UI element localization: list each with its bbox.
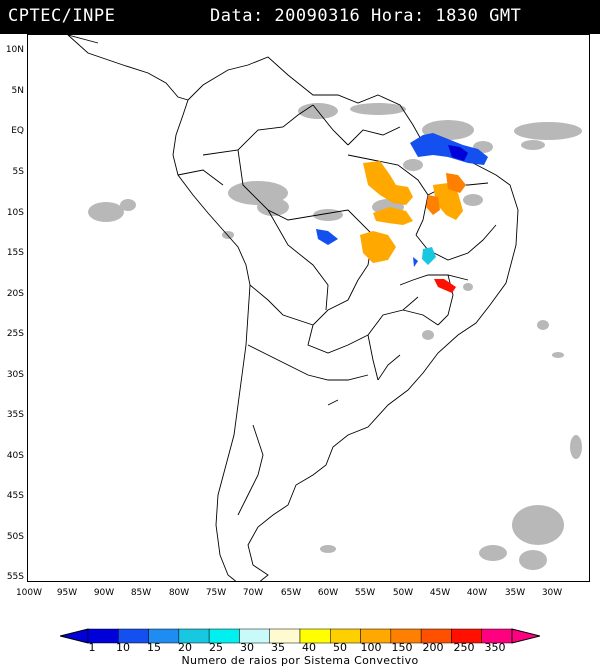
lat-label: 40S (6, 451, 24, 461)
colorbar-label: 250 (453, 641, 475, 654)
lat-label: 55S (6, 572, 24, 582)
lon-label: 40W (466, 588, 488, 598)
south-america-map (67, 35, 582, 581)
colorbar-right-arrow (511, 628, 540, 644)
colorbar-label: 1 (88, 641, 96, 654)
colorbar-label: 40 (302, 641, 316, 654)
lat-label: 20S (6, 289, 24, 299)
lon-label: 100W (15, 588, 43, 598)
colorbar-label: 25 (209, 641, 223, 654)
lon-label: 70W (242, 588, 264, 598)
source-label: CPTEC/INPE (8, 6, 116, 26)
colorbar-label: 15 (147, 641, 161, 654)
map-panel (27, 34, 590, 582)
convective-systems (316, 133, 488, 293)
colorbar-label: 30 (240, 641, 254, 654)
date-time-label: Data: 20090316 Hora: 1830 GMT (210, 6, 522, 26)
colorbar-label: 200 (422, 641, 444, 654)
colorbar-label: 35 (271, 641, 285, 654)
lon-label: 45W (429, 588, 451, 598)
colorbar-label: 100 (360, 641, 382, 654)
colorbar-label: 150 (391, 641, 413, 654)
lat-label: EQ (11, 126, 24, 136)
colorbar-label: 50 (333, 641, 347, 654)
lon-label: 85W (130, 588, 152, 598)
colorbar-label: 350 (484, 641, 506, 654)
lon-label: 75W (205, 588, 227, 598)
lon-label: 95W (56, 588, 78, 598)
lon-label: 50W (392, 588, 414, 598)
colorbar (60, 628, 540, 644)
lon-label: 60W (317, 588, 339, 598)
lon-label: 55W (354, 588, 376, 598)
lon-label: 35W (504, 588, 526, 598)
colorbar-title: Numero de raios por Sistema Convectivo (181, 654, 419, 667)
lat-label: 45S (6, 491, 24, 501)
lon-label: 30W (541, 588, 563, 598)
lat-label: 10N (5, 45, 24, 55)
lat-label: 5S (12, 167, 24, 177)
coastlines-and-borders (67, 35, 519, 581)
lat-label: 5N (11, 86, 24, 96)
lat-label: 50S (6, 532, 24, 542)
colorbar-label: 10 (116, 641, 130, 654)
title-bar: CPTEC/INPE Data: 20090316 Hora: 1830 GMT (0, 0, 600, 34)
lat-label: 15S (6, 248, 24, 258)
lat-label: 35S (6, 410, 24, 420)
lat-label: 30S (6, 370, 24, 380)
lat-label: 10S (6, 208, 24, 218)
cloud-cover (88, 103, 582, 570)
lon-label: 65W (280, 588, 302, 598)
lat-label: 25S (6, 329, 24, 339)
colorbar-cells (87, 628, 513, 644)
colorbar-label: 20 (178, 641, 192, 654)
lon-label: 80W (168, 588, 190, 598)
lon-label: 90W (93, 588, 115, 598)
